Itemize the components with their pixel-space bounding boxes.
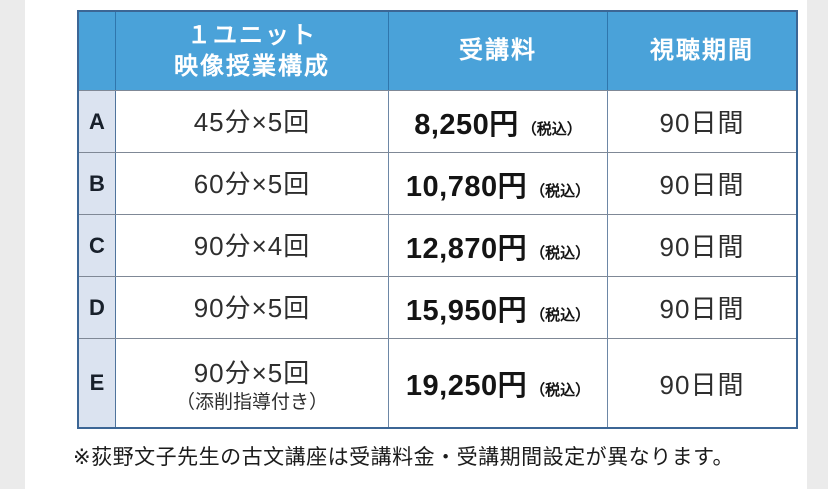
- period-text: 90日間: [659, 170, 745, 200]
- composition-cell: 60分×5回: [116, 153, 389, 214]
- price-amount: 19,250円: [405, 370, 528, 402]
- header-composition-line2: 映像授業構成: [174, 53, 330, 80]
- row-label: E: [79, 339, 116, 427]
- table-row-b: B 60分×5回 10,780円 （税込） 90日間: [79, 152, 796, 214]
- header-period-label: 視聴期間: [650, 37, 754, 65]
- header-composition-line1: １ユニット: [187, 21, 317, 49]
- footnote: ※荻野文子先生の古文講座は受講料金・受講期間設定が異なります。: [73, 446, 734, 469]
- header-fee-label: 受講料: [459, 37, 537, 65]
- period-text: 90日間: [659, 369, 745, 400]
- period-cell: 90日間: [608, 153, 796, 214]
- composition-cell: 90分×4回: [116, 215, 389, 276]
- row-label: B: [79, 153, 116, 214]
- composition-cell: 90分×5回 （添削指導付き）: [116, 339, 389, 427]
- row-label: D: [79, 277, 116, 338]
- composition-text: 90分×4回: [193, 231, 311, 261]
- header-cell-fee: 受講料: [389, 12, 608, 90]
- header-cell-empty: [79, 12, 116, 90]
- period-cell: 90日間: [608, 277, 796, 338]
- price-amount: 12,870円: [405, 232, 528, 265]
- tax-included-note: （税込）: [530, 182, 591, 200]
- period-text: 90日間: [659, 108, 745, 138]
- composition-cell: 90分×5回: [116, 277, 389, 338]
- composition-note: （添削指導付き）: [175, 391, 328, 413]
- period-cell: 90日間: [608, 339, 796, 427]
- table-header-row: １ユニット 映像授業構成 受講料 視聴期間: [79, 12, 796, 90]
- period-cell: 90日間: [608, 215, 796, 276]
- tax-included-note: （税込）: [530, 382, 591, 399]
- composition-text: 60分×5回: [193, 169, 311, 199]
- content-panel: １ユニット 映像授業構成 受講料 視聴期間 A 45分×5回: [25, 0, 807, 489]
- period-cell: 90日間: [608, 91, 796, 152]
- composition-text: 90分×5回: [193, 357, 311, 388]
- row-label: C: [79, 215, 116, 276]
- row-label: A: [79, 91, 116, 152]
- price-amount: 8,250円: [414, 108, 519, 141]
- pricing-table: １ユニット 映像授業構成 受講料 視聴期間 A 45分×5回: [77, 10, 798, 429]
- price-cell: 15,950円 （税込）: [389, 277, 608, 338]
- table-row-e: E 90分×5回 （添削指導付き） 19,250円 （税込） 90日間: [79, 338, 796, 427]
- table-row-d: D 90分×5回 15,950円 （税込） 90日間: [79, 276, 796, 338]
- price-cell: 19,250円 （税込）: [389, 339, 608, 427]
- price-amount: 10,780円: [405, 170, 528, 203]
- tax-included-note: （税込）: [530, 306, 591, 324]
- composition-text: 90分×5回: [193, 293, 311, 323]
- header-cell-composition: １ユニット 映像授業構成: [116, 12, 389, 90]
- price-cell: 10,780円 （税込）: [389, 153, 608, 214]
- composition-cell: 45分×5回: [116, 91, 389, 152]
- price-cell: 12,870円 （税込）: [389, 215, 608, 276]
- period-text: 90日間: [659, 232, 745, 262]
- composition-text: 45分×5回: [193, 107, 311, 137]
- table-row-a: A 45分×5回 8,250円 （税込） 90日間: [79, 90, 796, 152]
- price-amount: 15,950円: [405, 294, 528, 327]
- header-cell-period: 視聴期間: [608, 12, 796, 90]
- tax-included-note: （税込）: [530, 244, 591, 262]
- price-cell: 8,250円 （税込）: [389, 91, 608, 152]
- table-row-c: C 90分×4回 12,870円 （税込） 90日間: [79, 214, 796, 276]
- tax-included-note: （税込）: [521, 120, 582, 138]
- period-text: 90日間: [659, 294, 745, 324]
